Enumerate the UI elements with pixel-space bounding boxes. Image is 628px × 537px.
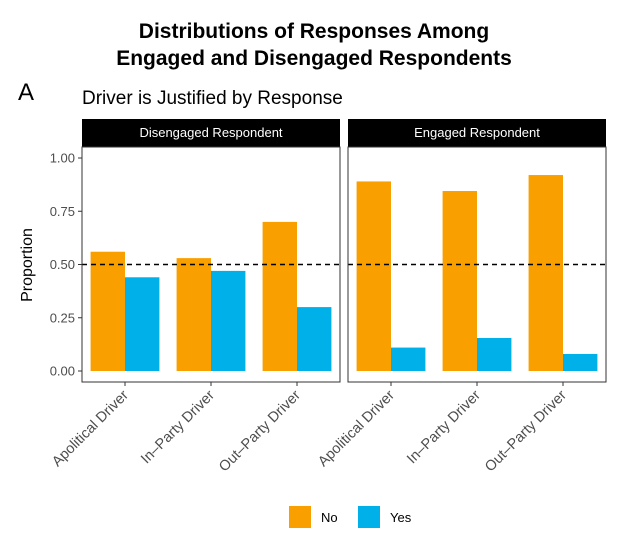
plot-area: 0.00 0.25 0.50 0.75 1.00 Disengaged Responden… (49, 119, 607, 475)
x-tick-label: Apolitical Driver (315, 387, 398, 470)
bar-disengaged-respondent-out-party-driver-yes (297, 307, 332, 371)
bar-engaged-respondent-in-party-driver-no (442, 191, 477, 371)
facet-label: Disengaged Respondent (139, 125, 282, 140)
y-tick-label: 0.75 (50, 204, 75, 219)
legend: No Yes (289, 506, 412, 528)
y-tick-label: 0.00 (50, 364, 75, 379)
legend-swatch-yes (358, 506, 380, 528)
x-tick-label: Apolitical Driver (49, 387, 132, 470)
bar-disengaged-respondent-in-party-driver-yes (211, 270, 246, 371)
bar-engaged-respondent-apolitical-driver-no (356, 181, 391, 371)
x-tick-label: In–Party Driver (138, 387, 218, 467)
x-tick-label: Out–Party Driver (482, 387, 570, 475)
x-tick-label: In–Party Driver (404, 387, 484, 467)
chart-title-line-2: Engaged and Disengaged Respondents (116, 47, 512, 70)
bar-engaged-respondent-in-party-driver-yes (477, 337, 512, 371)
panel-letter: A (18, 79, 34, 106)
bar-disengaged-respondent-out-party-driver-no (262, 221, 297, 371)
legend-swatch-no (289, 506, 311, 528)
y-tick-label: 1.00 (50, 151, 75, 166)
y-tick-label: 0.50 (50, 257, 75, 272)
bar-engaged-respondent-apolitical-driver-yes (391, 347, 426, 371)
bar-engaged-respondent-out-party-driver-yes (563, 353, 598, 371)
facet-strip-disengaged-respondent (82, 119, 340, 147)
bar-disengaged-respondent-in-party-driver-no (176, 258, 211, 371)
legend-label-yes: Yes (390, 510, 412, 525)
chart-title-line-1: Distributions of Responses Among (139, 20, 489, 43)
bar-engaged-respondent-out-party-driver-no (528, 175, 563, 371)
bar-disengaged-respondent-apolitical-driver-no (90, 251, 125, 371)
y-tick-label: 0.25 (50, 310, 75, 325)
x-tick-label: Out–Party Driver (216, 387, 304, 475)
bar-disengaged-respondent-apolitical-driver-yes (125, 277, 160, 371)
y-axis-title: Proportion (19, 228, 36, 302)
chart-subtitle: Driver is Justified by Response (82, 88, 343, 109)
facet-label: Engaged Respondent (414, 125, 540, 140)
facet-strip-engaged-respondent (348, 119, 606, 147)
legend-label-no: No (321, 510, 338, 525)
